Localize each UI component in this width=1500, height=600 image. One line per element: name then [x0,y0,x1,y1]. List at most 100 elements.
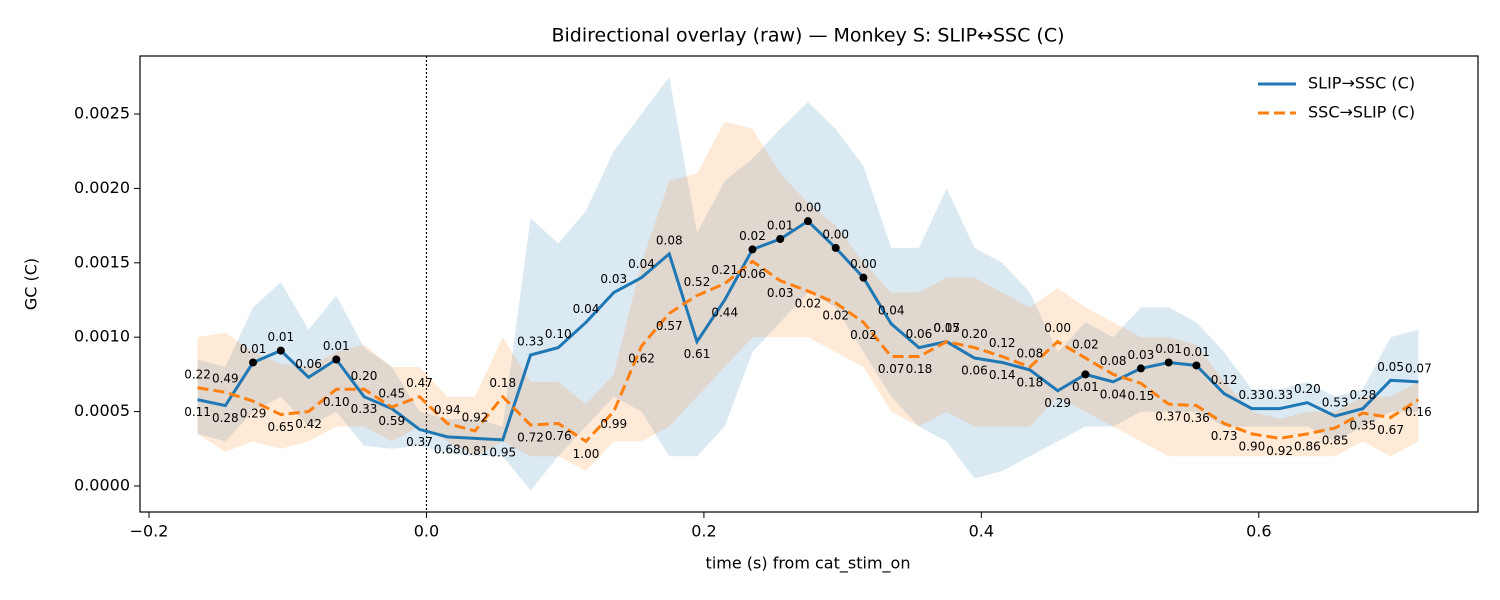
p-value-label: 1.00 [573,447,600,461]
significance-marker [1164,358,1173,367]
p-value-label: 0.28 [212,411,239,425]
p-value-label: 0.99 [600,417,627,431]
y-tick-label: 0.0020 [74,178,130,197]
p-value-label: 0.07 [1405,361,1432,375]
p-value-label: 0.00 [795,201,822,215]
p-value-label: 0.15 [933,321,960,335]
p-value-label: 0.72 [517,430,544,444]
p-value-label: 0.61 [684,347,711,361]
p-value-label: 0.07 [933,321,960,335]
p-value-label: 0.06 [739,267,766,281]
p-value-label: 0.03 [767,286,794,300]
significance-marker [1192,361,1201,370]
p-value-label: 0.00 [822,227,849,241]
p-value-label: 0.01 [240,342,267,356]
p-value-label: 0.33 [517,335,544,349]
y-tick-label: 0.0015 [74,252,130,271]
p-value-label: 0.49 [212,372,239,386]
p-value-label: 0.05 [1377,360,1404,374]
y-axis-label: GC (C) [22,258,41,310]
p-value-label: 0.29 [240,407,267,421]
legend-label: SSC→SLIP (C) [1308,103,1415,122]
p-value-label: 0.02 [850,328,877,342]
x-tick-label: 0.6 [1246,522,1271,541]
p-value-label: 0.10 [323,395,350,409]
p-value-label: 0.06 [961,364,988,378]
chart-title: Bidirectional overlay (raw) — Monkey S: … [551,25,1064,47]
p-value-label: 0.37 [1155,410,1182,424]
p-value-label: 0.86 [1294,439,1321,453]
p-value-label: 0.01 [1183,345,1210,359]
significance-marker [1081,370,1090,379]
p-value-label: 0.22 [184,367,211,381]
p-value-label: 0.21 [711,263,738,277]
p-value-label: 0.01 [1155,342,1182,356]
p-value-label: 0.12 [989,336,1016,350]
p-value-label: 0.62 [628,352,655,366]
p-value-label: 0.01 [1072,380,1099,394]
p-value-label: 0.01 [267,330,294,344]
p-value-label: 0.02 [1072,338,1099,352]
y-tick-label: 0.0010 [74,327,130,346]
plot-frame [139,55,1479,513]
p-value-label: 0.57 [656,319,683,333]
p-value-label: 0.07 [878,362,905,376]
significance-marker [776,234,785,243]
p-value-label: 0.35 [1349,419,1376,433]
legend-label: SLIP→SSC (C) [1308,74,1415,93]
p-value-label: 0.33 [351,402,378,416]
p-value-label: 0.53 [1322,396,1349,410]
p-value-label: 0.18 [906,362,933,376]
p-value-label: 0.03 [1128,348,1155,362]
p-value-label: 0.18 [1017,375,1044,389]
p-value-label: 0.04 [1100,387,1127,401]
p-value-label: 0.85 [1322,433,1349,447]
p-value-label: 0.36 [1183,411,1210,425]
p-value-label: 0.14 [989,368,1016,382]
p-value-label: 0.10 [545,327,572,341]
p-value-label: 0.67 [1377,423,1404,437]
p-value-label: 0.42 [295,417,322,431]
p-value-label: 0.08 [1100,354,1127,368]
significance-marker [859,273,868,282]
x-axis-label: time (s) from cat_stim_on [706,554,911,574]
p-value-label: 0.92 [1266,444,1293,458]
p-value-label: 0.37 [406,435,433,449]
p-value-label: 0.20 [961,327,988,341]
y-tick-label: 0.0000 [74,475,130,494]
p-value-label: 0.01 [323,339,350,353]
p-value-label: 0.20 [1294,382,1321,396]
p-value-label: 0.12 [1211,373,1238,387]
p-value-label: 0.29 [1044,396,1071,410]
significance-marker [249,358,258,367]
x-tick-label: 0.4 [969,522,994,541]
y-tick-label: 0.0025 [74,104,130,123]
p-value-label: 0.90 [1239,439,1266,453]
p-value-label: 0.15 [1128,389,1155,403]
x-tick-label: 0.0 [414,522,439,541]
p-value-label: 0.16 [1405,405,1432,419]
p-value-label: 0.44 [711,305,738,319]
p-value-label: 0.95 [489,445,516,459]
confidence-band [197,76,1419,491]
p-value-label: 0.47 [406,376,433,390]
p-value-label: 0.28 [1349,388,1376,402]
p-value-label: 0.06 [295,357,322,371]
p-value-label: 0.03 [600,272,627,286]
p-value-label: 0.94 [434,403,461,417]
p-value-label: 0.00 [1044,321,1071,335]
p-value-label: 0.81 [462,444,489,458]
p-value-label: 0.02 [795,297,822,311]
confidence-band [197,121,1419,472]
p-value-label: 0.02 [822,308,849,322]
significance-marker [748,245,757,254]
p-value-label: 0.33 [1266,388,1293,402]
p-value-label: 0.65 [267,420,294,434]
significance-marker [831,243,840,252]
p-value-label: 0.04 [573,302,600,316]
p-value-label: 0.04 [628,257,655,271]
p-value-label: 0.08 [656,233,683,247]
p-value-label: 0.18 [489,376,516,390]
p-value-label: 0.00 [850,257,877,271]
p-value-label: 0.59 [378,414,405,428]
